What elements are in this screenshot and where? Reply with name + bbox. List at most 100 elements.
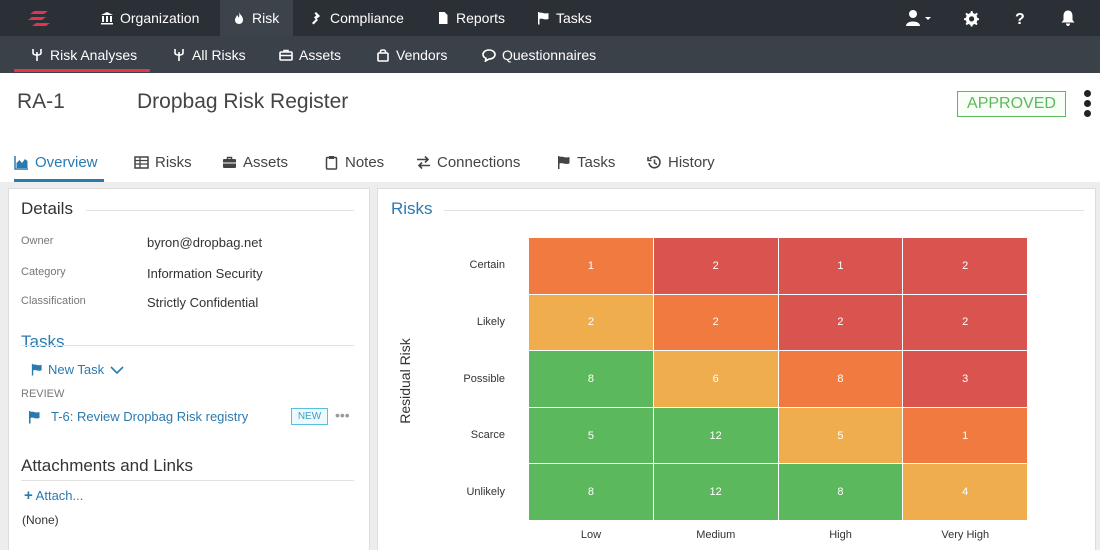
gavel-icon — [312, 12, 320, 25]
heatmap-cell[interactable]: 12 — [653, 464, 778, 520]
bank-icon — [101, 12, 113, 25]
active-tab-indicator — [14, 179, 104, 182]
tab-assets[interactable]: Assets — [222, 152, 288, 172]
heatmap-cell[interactable]: 2 — [653, 294, 778, 351]
heatmap-cell[interactable]: 2 — [529, 294, 653, 351]
heatmap-cell[interactable]: 8 — [529, 464, 653, 520]
tab-tasks[interactable]: Tasks — [556, 152, 615, 172]
heatmap-cell[interactable]: 6 — [653, 351, 778, 407]
tab-notes[interactable]: Notes — [324, 152, 384, 172]
heatmap-cell[interactable]: 8 — [529, 351, 653, 407]
heatmap-cell[interactable]: 1 — [529, 238, 653, 294]
user-icon — [906, 10, 931, 26]
heatmap-cell[interactable]: 5 — [529, 407, 653, 464]
gear-icon — [964, 11, 979, 27]
more-actions-button[interactable] — [1082, 89, 1092, 119]
user-menu[interactable] — [906, 9, 936, 27]
tab-tasks-label: Tasks — [577, 153, 616, 171]
risks-heading[interactable]: Risks — [391, 199, 433, 218]
tab-connections[interactable]: Connections — [416, 152, 520, 172]
task-group-label: REVIEW — [21, 388, 65, 400]
heatmap-cell[interactable]: 12 — [653, 407, 778, 464]
nav-tasks[interactable]: Tasks — [524, 0, 604, 36]
tab-overview[interactable]: Overview — [14, 152, 98, 172]
fork-icon — [32, 48, 42, 61]
nav-compliance-label: Compliance — [330, 10, 404, 26]
subnav-all-risks-label: All Risks — [192, 46, 246, 63]
tab-risks[interactable]: Risks — [134, 152, 192, 172]
heatmap-row-label: Possible — [463, 372, 505, 385]
flag-icon — [558, 155, 570, 169]
category-value: Information Security — [147, 266, 263, 281]
new-task-label: New Task — [48, 362, 105, 377]
heatmap-cell[interactable]: 5 — [778, 407, 903, 464]
shopping-bag-icon — [377, 48, 389, 62]
overview-left-panel — [8, 188, 370, 550]
bell-icon — [1061, 10, 1075, 26]
heatmap-column-label: Medium — [696, 529, 736, 541]
risk-heatmap: 1 2 1 2 2 2 2 2 8 6 8 3 5 12 5 1 8 12 8 4 — [529, 238, 1028, 521]
heatmap-cell[interactable]: 2 — [653, 238, 778, 294]
table-icon — [134, 155, 149, 169]
nav-risk-label: Risk — [252, 10, 280, 26]
new-task-button[interactable]: New Task — [30, 362, 125, 377]
subnav-questionnaires[interactable]: Questionnaires — [482, 36, 596, 73]
active-subnav-indicator — [14, 69, 150, 72]
nav-reports[interactable]: Reports — [424, 0, 517, 36]
nav-tasks-label: Tasks — [556, 10, 592, 26]
task-item-link[interactable]: T-6: Review Dropbag Risk registry — [27, 409, 248, 424]
notifications-button[interactable] — [1059, 9, 1077, 27]
heatmap-row-label: Certain — [469, 259, 505, 272]
subnav-vendors-label: Vendors — [396, 46, 448, 63]
tab-risks-label: Risks — [155, 153, 192, 171]
briefcase-icon — [223, 156, 236, 168]
heatmap-column-label: High — [829, 529, 852, 541]
heatmap-cell[interactable]: 2 — [778, 294, 903, 351]
heatmap-cell[interactable]: 2 — [903, 294, 1027, 351]
owner-value: byron@dropbag.net — [147, 235, 263, 250]
heatmap-cell[interactable]: 1 — [903, 407, 1027, 464]
tab-history[interactable]: History — [647, 152, 715, 172]
heatmap-cell[interactable]: 1 — [778, 238, 903, 294]
record-id: RA-1 — [17, 90, 65, 113]
page-title: Dropbag Risk Register — [137, 90, 349, 113]
category-label: Category — [21, 266, 66, 278]
settings-button[interactable] — [962, 9, 980, 27]
nav-risk[interactable]: Risk — [220, 0, 293, 36]
tab-overview-label: Overview — [35, 153, 98, 171]
help-button[interactable]: ? — [1011, 9, 1029, 28]
tasks-heading[interactable]: Tasks — [21, 332, 65, 351]
attach-button[interactable]: + Attach... — [24, 487, 83, 504]
subnav-risk-analyses-label: Risk Analyses — [50, 46, 138, 63]
briefcase-icon — [279, 49, 293, 61]
plus-icon: + — [24, 487, 33, 504]
heatmap-cell[interactable]: 2 — [903, 238, 1027, 294]
tab-history-label: History — [668, 153, 715, 171]
nav-reports-label: Reports — [456, 10, 506, 26]
heatmap-cell[interactable]: 8 — [778, 351, 903, 407]
brand-logo-icon[interactable] — [26, 8, 54, 28]
heatmap-cell[interactable]: 3 — [903, 351, 1027, 407]
heatmap-column-label: Very High — [941, 529, 990, 541]
fork-icon — [174, 48, 184, 61]
attachments-heading: Attachments and Links — [21, 456, 193, 475]
classification-value: Strictly Confidential — [147, 295, 259, 310]
attach-label: Attach... — [35, 488, 84, 503]
subnav-assets[interactable]: Assets — [279, 36, 341, 73]
subnav-all-risks[interactable]: All Risks — [172, 36, 246, 73]
heatmap-cell[interactable]: 8 — [778, 464, 903, 520]
y-axis-title: Residual Risk — [397, 338, 413, 424]
nav-organization[interactable]: Organization — [88, 0, 211, 36]
nav-compliance[interactable]: Compliance — [298, 0, 416, 36]
details-divider — [86, 210, 354, 211]
subnav-risk-analyses[interactable]: Risk Analyses — [30, 36, 137, 73]
task-more-menu[interactable]: ••• — [335, 407, 350, 423]
svg-text:?: ? — [1015, 11, 1025, 27]
subnav-vendors[interactable]: Vendors — [376, 36, 447, 73]
heatmap-column-label: Low — [580, 529, 602, 541]
heatmap-row-label: Scarce — [470, 429, 505, 442]
status-badge: APPROVED — [957, 91, 1066, 117]
area-chart-icon — [14, 155, 28, 170]
tasks-divider — [21, 345, 354, 346]
heatmap-cell[interactable]: 4 — [903, 464, 1027, 520]
